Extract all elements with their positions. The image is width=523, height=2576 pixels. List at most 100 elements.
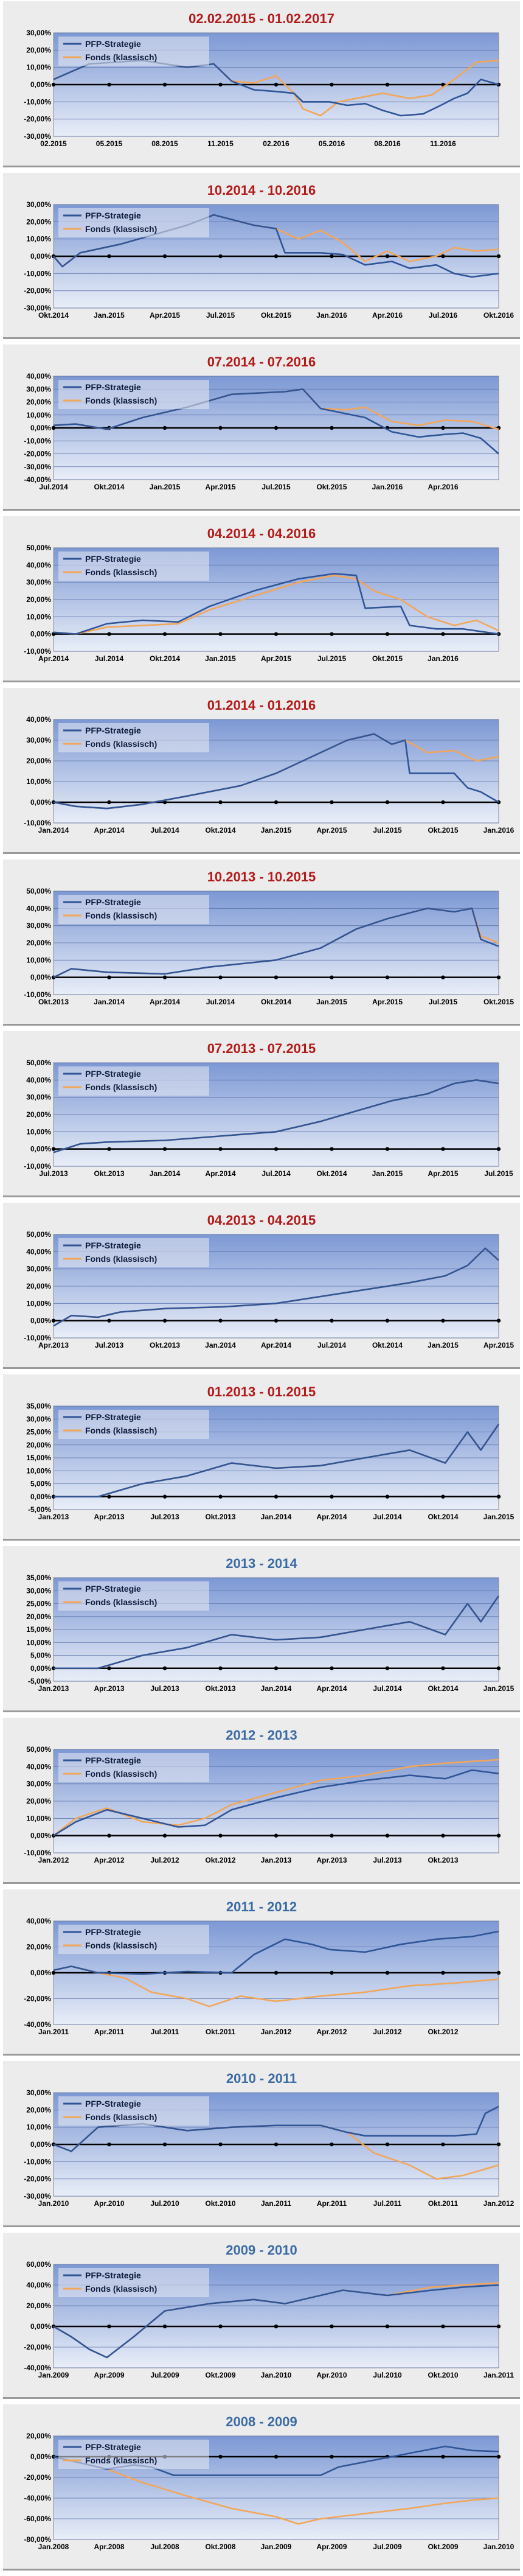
chart-title: 10.2013 - 10.2015 xyxy=(207,869,316,884)
axis-marker xyxy=(162,975,167,979)
axis-marker xyxy=(274,82,279,87)
y-tick-label: 30,00% xyxy=(26,1586,51,1595)
legend xyxy=(58,2440,209,2469)
chart-title: 02.02.2015 - 01.02.2017 xyxy=(189,11,334,26)
x-tick-label: 05.2016 xyxy=(319,139,345,148)
x-tick-label: Okt.2010 xyxy=(428,2371,458,2379)
y-tick-label: 40,00% xyxy=(26,2281,51,2289)
y-tick-label: 30,00% xyxy=(26,1780,51,1788)
x-tick-label: Okt.2014 xyxy=(372,1341,403,1349)
line-chart: -10,00% 0,00% 10,00% 20,00% 30,00% 40,00% 50,0… xyxy=(24,887,514,1006)
y-tick-label: -30,00% xyxy=(24,304,51,312)
axis-marker xyxy=(330,82,334,87)
x-tick-label: Jan.2014 xyxy=(261,1513,292,1521)
y-tick-label: 10,00% xyxy=(26,63,51,72)
x-tick-label: Apr.2014 xyxy=(38,654,69,663)
axis-marker xyxy=(218,975,223,979)
axis-marker xyxy=(330,2142,334,2147)
axis-marker xyxy=(330,1970,334,1975)
axis-marker xyxy=(274,2454,279,2459)
axis-marker xyxy=(441,632,445,636)
x-tick-label: Jan.2011 xyxy=(261,2199,291,2208)
x-tick-label: Okt.2015 xyxy=(261,311,291,320)
axis-marker xyxy=(274,975,279,979)
axis-marker xyxy=(274,1147,279,1151)
axis-marker xyxy=(162,1147,167,1151)
legend-label: PFP-Strategie xyxy=(85,1927,141,1937)
x-tick-label: Jul.2014 xyxy=(262,1169,291,1178)
x-tick-label: Jul.2013 xyxy=(373,1856,402,1864)
pfp-strategie-line xyxy=(53,214,499,278)
axis-marker xyxy=(162,2142,167,2147)
x-tick-label: Okt.2011 xyxy=(428,2199,459,2208)
legend-label: Fonds (klassisch) xyxy=(85,2284,157,2294)
y-tick-label: -40,00% xyxy=(24,2364,51,2372)
line-chart: -5,00% 0,00% 5,00% 10,00% 15,00% 20,00% 25,00%… xyxy=(26,1402,514,1521)
axis-marker xyxy=(218,425,223,430)
x-tick-label: Jan.2009 xyxy=(38,2371,69,2379)
axis-marker xyxy=(162,2324,167,2329)
x-tick-label: Apr.2014 xyxy=(94,826,124,835)
y-tick-label: 20,00% xyxy=(26,1441,51,1449)
y-tick-label: 30,00% xyxy=(26,29,51,37)
y-tick-label: 20,00% xyxy=(26,1797,51,1805)
axis-marker xyxy=(441,1494,445,1499)
x-tick-label: 11.2016 xyxy=(430,139,456,148)
axis-marker xyxy=(441,2454,445,2459)
x-tick-label: 02.2016 xyxy=(263,139,289,148)
pfp-strategie-line xyxy=(53,908,499,978)
legend xyxy=(58,1753,209,1782)
y-tick-label: 0,00% xyxy=(30,424,51,432)
x-tick-label: Jul.2013 xyxy=(95,1341,124,1349)
axis-marker xyxy=(385,975,390,979)
axis-marker xyxy=(441,425,445,430)
x-tick-label: Okt.2014 xyxy=(316,1169,347,1178)
legend-label: Fonds (klassisch) xyxy=(85,224,157,234)
x-tick-label: Okt.2014 xyxy=(261,998,291,1006)
y-tick-label: -30,00% xyxy=(24,463,51,471)
x-tick-label: Jan.2012 xyxy=(38,1856,69,1864)
x-tick-label: Jul.2015 xyxy=(429,998,458,1006)
chart-panel: 2008 - 2009 -80,00% -60,00% -40,00% -20,00% 0… xyxy=(0,2404,523,2572)
axis-marker xyxy=(274,1494,279,1499)
x-tick-label: Jan.2015 xyxy=(205,654,236,663)
chart-title: 2010 - 2011 xyxy=(226,2071,297,2086)
x-tick-label: Okt.2009 xyxy=(428,2543,458,2551)
x-tick-label: Jul.2016 xyxy=(429,311,458,320)
y-tick-label: -20,00% xyxy=(24,287,51,295)
line-chart: -30,00% -20,00% -10,00% 0,00% 10,00% 20,00% 30… xyxy=(24,29,501,148)
y-tick-label: 25,00% xyxy=(26,1428,51,1437)
chart-title: 07.2014 - 07.2016 xyxy=(207,354,316,369)
axis-marker xyxy=(441,2142,445,2147)
x-tick-label: Okt.2016 xyxy=(483,311,514,320)
x-tick-label: Apr.2009 xyxy=(316,2543,347,2551)
axis-marker xyxy=(162,82,167,87)
x-tick-label: Apr.2014 xyxy=(150,998,180,1006)
legend-label: PFP-Strategie xyxy=(85,382,141,392)
x-tick-label: Apr.2013 xyxy=(316,1856,347,1864)
line-chart: -30,00% -20,00% -10,00% 0,00% 10,00% 20,00% 30… xyxy=(24,200,514,320)
axis-marker xyxy=(218,2142,223,2147)
y-tick-label: 20,00% xyxy=(26,46,51,54)
line-chart: -5,00% 0,00% 5,00% 10,00% 15,00% 20,00% 25,00%… xyxy=(26,1573,514,1693)
chart-panel: 04.2013 - 04.2015 -10,00% 0,00% 10,00% 20,00… xyxy=(0,1203,523,1370)
y-tick-label: -40,00% xyxy=(24,2494,51,2502)
axis-marker xyxy=(274,2324,279,2329)
chart-title: 01.2014 - 01.2016 xyxy=(207,698,316,713)
axis-marker xyxy=(274,254,279,259)
x-tick-label: Okt.2013 xyxy=(38,998,69,1006)
axis-marker xyxy=(107,1318,111,1323)
x-tick-label: Jan.2010 xyxy=(483,2543,514,2551)
y-tick-label: 30,00% xyxy=(26,1093,51,1102)
x-tick-label: Jan.2008 xyxy=(38,2543,69,2551)
y-tick-label: 30,00% xyxy=(26,578,51,587)
x-tick-label: Jul.2009 xyxy=(150,2371,179,2379)
pfp-strategie-line xyxy=(53,2284,499,2359)
line-chart: -40,00% -20,00% 0,00% 20,00% 40,00% Jan.2011 A… xyxy=(24,1917,501,2036)
axis-marker xyxy=(107,632,111,636)
y-tick-label: 35,00% xyxy=(26,1402,51,1410)
axis-marker xyxy=(274,2142,279,2147)
x-tick-label: Okt.2014 xyxy=(150,654,180,663)
y-tick-label: -20,00% xyxy=(24,2175,51,2183)
line-chart: -10,00% 0,00% 10,00% 20,00% 30,00% 40,00% 50,0… xyxy=(24,1059,513,1178)
